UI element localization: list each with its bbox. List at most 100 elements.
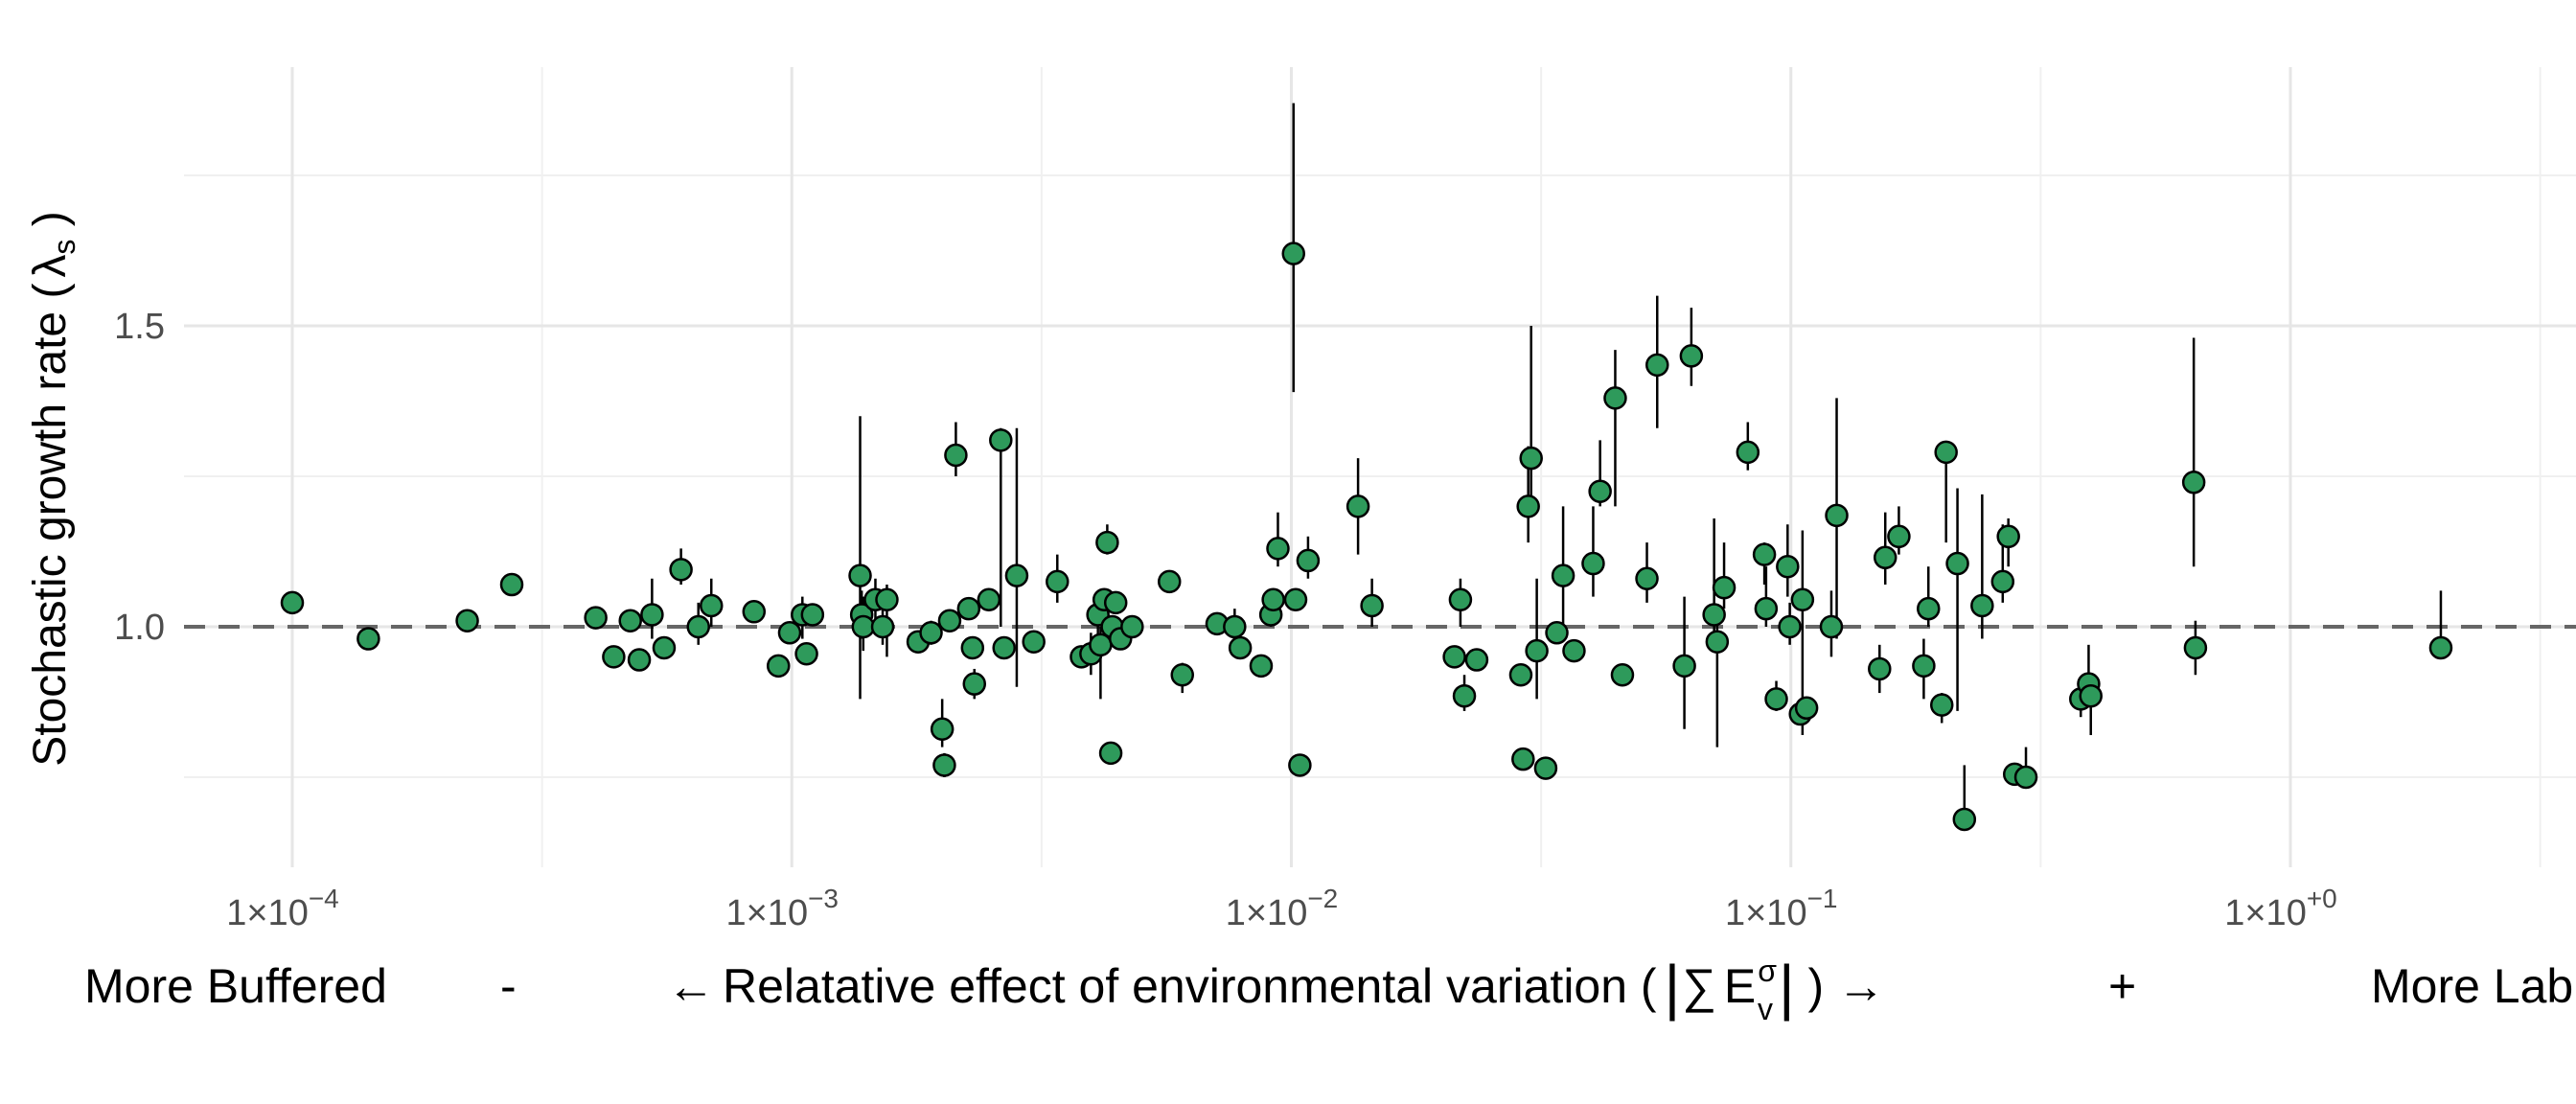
- data-point: [1752, 542, 1777, 566]
- data-point: [455, 609, 479, 632]
- data-point: [499, 572, 524, 597]
- data-point: [742, 600, 767, 624]
- data-point: [1712, 575, 1736, 600]
- data-point: [1508, 662, 1533, 687]
- data-point: [1934, 440, 1958, 465]
- data-point: [1120, 614, 1144, 639]
- data-point: [618, 609, 642, 632]
- data-point: [1887, 524, 1911, 549]
- data-point: [1825, 503, 1849, 528]
- x-axis-caption: More Buffered - ← Relatative effect of en…: [84, 953, 2576, 1026]
- data-point: [1448, 587, 1473, 611]
- minor-gridlines: [184, 67, 2576, 867]
- data-point: [1952, 807, 1977, 832]
- x-tick-label: 1×10−3: [725, 884, 839, 933]
- data-point: [1588, 479, 1612, 503]
- x-tick-label: 1×10−2: [1226, 884, 1339, 933]
- data-point: [937, 609, 962, 632]
- data-point: [1581, 551, 1605, 576]
- data-point: [602, 645, 626, 669]
- data-point: [1046, 569, 1070, 594]
- x-caption-plus: +: [2108, 959, 2136, 1013]
- data-point: [1516, 494, 1540, 518]
- data-point: [1281, 242, 1306, 265]
- data-point: [686, 614, 710, 639]
- data-point: [356, 627, 380, 651]
- data-point: [1442, 645, 1466, 669]
- data-point: [1868, 656, 1892, 681]
- data-point: [2079, 683, 2103, 708]
- x-tick-labels: 1×10−4 1×10−3 1×10−2 1×10−1 1×10+0: [226, 884, 2337, 933]
- data-point: [851, 614, 876, 639]
- data-point: [1511, 747, 1535, 771]
- data-point: [870, 614, 895, 639]
- data-point: [1873, 545, 1898, 570]
- y-tick-label: 1.0: [114, 608, 165, 648]
- data-point: [875, 587, 899, 611]
- data-point: [1819, 614, 1844, 639]
- data-points: [280, 242, 2453, 832]
- x-caption-right: More Labile: [2371, 959, 2576, 1013]
- y-tick-label: 1.5: [114, 307, 165, 347]
- data-point: [989, 428, 1013, 452]
- data-point: [1533, 756, 1558, 780]
- data-point: [1519, 446, 1543, 471]
- data-point: [1095, 530, 1119, 555]
- data-point: [1266, 537, 1290, 561]
- data-point: [1917, 596, 1941, 621]
- data-point: [1702, 603, 1726, 627]
- data-point: [1603, 386, 1627, 410]
- data-point: [1794, 696, 1819, 721]
- data-point: [1736, 440, 1760, 465]
- x-tick-label: 1×10−4: [226, 884, 339, 933]
- data-point: [1764, 687, 1788, 711]
- data-point: [627, 648, 652, 672]
- x-caption-middle: ← Relatative effect of environmental vari…: [667, 953, 1885, 1026]
- data-point: [794, 642, 818, 666]
- data-point: [1996, 524, 2020, 549]
- data-point: [992, 635, 1016, 660]
- y-tick-labels: 1.0 1.5: [114, 307, 165, 648]
- data-point: [1261, 587, 1285, 611]
- data-point: [1249, 654, 1274, 678]
- data-point: [1170, 662, 1194, 687]
- data-point: [1970, 593, 1994, 618]
- data-point: [1346, 494, 1370, 518]
- data-point: [1545, 621, 1569, 645]
- data-point: [1464, 648, 1489, 672]
- data-point: [640, 603, 664, 627]
- data-point: [977, 587, 1001, 611]
- x-tick-label: 1×10+0: [2224, 884, 2337, 933]
- data-point: [1929, 693, 1954, 717]
- error-bars: [651, 103, 2443, 826]
- data-point: [944, 443, 968, 468]
- data-point: [669, 558, 693, 582]
- data-point: [1790, 587, 1815, 611]
- data-point: [1776, 554, 1800, 579]
- data-point: [1705, 630, 1730, 654]
- data-point: [1157, 569, 1182, 594]
- data-point: [1551, 564, 1576, 587]
- data-point: [1098, 741, 1123, 766]
- data-point: [930, 717, 954, 742]
- data-point: [2181, 471, 2206, 494]
- data-point: [1288, 753, 1312, 777]
- data-point: [1452, 683, 1477, 708]
- major-gridlines: [184, 67, 2576, 867]
- data-point: [1912, 654, 1936, 678]
- data-point: [766, 654, 791, 678]
- data-point: [800, 603, 825, 627]
- data-point: [1525, 638, 1549, 663]
- data-point: [1645, 353, 1669, 378]
- data-point: [1679, 344, 1704, 368]
- y-axis-label: Stochastic growth rate (λs ): [25, 211, 81, 767]
- data-point: [848, 564, 872, 587]
- data-point: [2428, 635, 2453, 660]
- data-point: [1296, 548, 1321, 573]
- data-point: [1004, 564, 1029, 587]
- data-point: [1635, 566, 1659, 591]
- data-point: [652, 635, 677, 660]
- x-caption-minus: -: [500, 959, 517, 1013]
- data-point: [2013, 765, 2038, 790]
